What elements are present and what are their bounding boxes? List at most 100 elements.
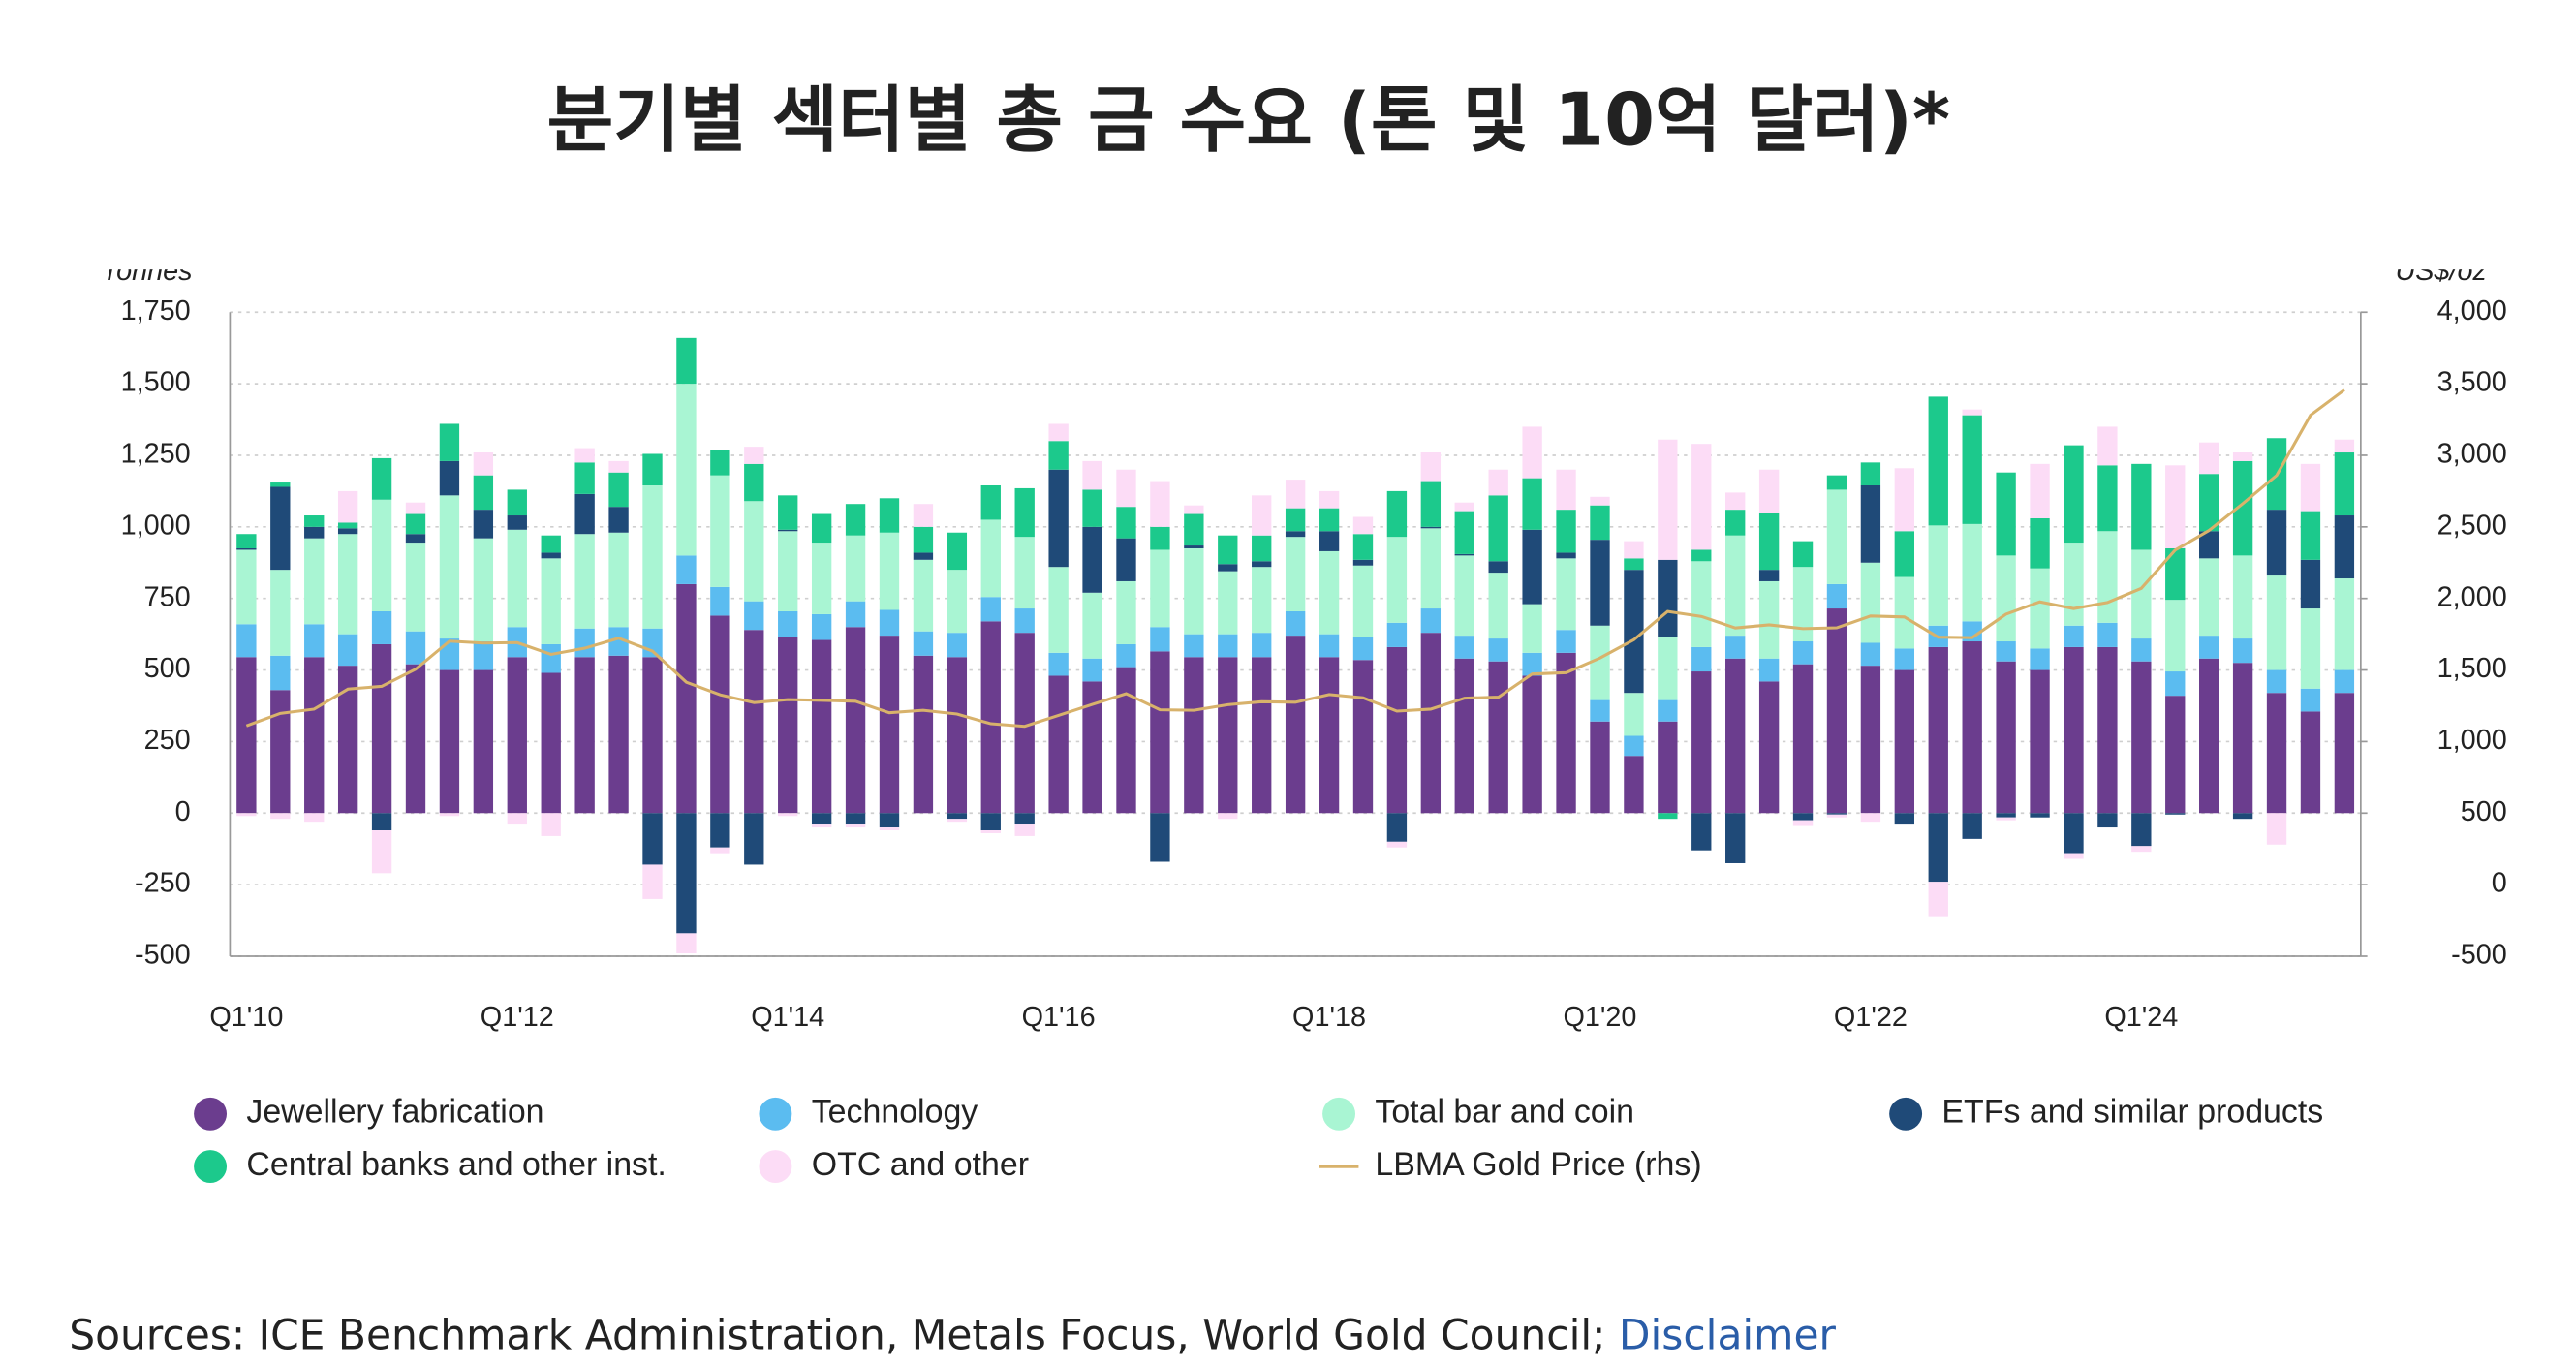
- bar-segment: [541, 672, 561, 814]
- bar-segment: [676, 813, 697, 934]
- bar-segment: [1962, 641, 1982, 814]
- bar-segment: [1590, 721, 1610, 814]
- bar-segment: [1624, 756, 1644, 814]
- bar-segment: [439, 813, 460, 817]
- bar-segment: [811, 543, 832, 614]
- bar-segment: [337, 634, 358, 667]
- bar-segment: [1758, 469, 1780, 513]
- bar-segment: [2165, 465, 2186, 548]
- y2-tick-label: 3,000: [2437, 439, 2507, 470]
- bar-segment: [304, 526, 325, 539]
- bar-segment: [1150, 627, 1170, 652]
- price-line: [245, 388, 2345, 729]
- bar-segment: [371, 457, 392, 500]
- bar-segment: [608, 472, 629, 508]
- disclaimer-link[interactable]: Disclaimer: [1619, 1311, 1837, 1358]
- bar-segment: [1792, 567, 1814, 642]
- bar-segment: [2131, 846, 2152, 853]
- bar-segment: [2097, 646, 2118, 814]
- bar-segment: [710, 450, 730, 476]
- bar-segment: [439, 638, 460, 670]
- bar-segment: [1454, 636, 1474, 659]
- bar-segment: [1116, 507, 1136, 539]
- bar-segment: [642, 813, 663, 865]
- bar-segment: [405, 513, 426, 535]
- x-tick-label: Q1'18: [1292, 1002, 1366, 1033]
- bar-segment: [980, 484, 1001, 520]
- bar-segment: [778, 813, 798, 817]
- bar-segment: [1928, 396, 1948, 526]
- y2-tick-label: 500: [2461, 796, 2507, 827]
- bar-segment: [1758, 681, 1780, 814]
- bar-segment: [1658, 559, 1678, 637]
- bar-segment: [778, 495, 798, 530]
- source-text: Sources: ICE Benchmark Administration, M…: [69, 1311, 1836, 1358]
- bar-segment: [1285, 508, 1306, 532]
- bar-segment: [1826, 489, 1847, 584]
- bar-segment: [2064, 813, 2084, 854]
- bar-segment: [1420, 528, 1442, 609]
- bar-segment: [676, 337, 697, 385]
- legend-label: Total bar and coin: [1375, 1094, 1634, 1131]
- bar-segment: [405, 631, 426, 665]
- bar-segment: [1386, 646, 1408, 814]
- bar-segment: [337, 666, 358, 814]
- bar-segment: [541, 813, 561, 836]
- bar-segment: [2165, 813, 2186, 815]
- bar-segment: [1556, 558, 1576, 631]
- bar-segment: [371, 813, 392, 831]
- legend-swatch: [194, 1150, 228, 1184]
- bar-segment: [405, 664, 426, 814]
- bar-segment: [2030, 813, 2050, 818]
- bar-segment: [1725, 636, 1746, 659]
- bar-segment: [2030, 517, 2050, 569]
- bar-segment: [304, 657, 325, 814]
- bar-segment: [2097, 813, 2118, 828]
- bar-segment: [1725, 492, 1746, 511]
- bar-segment: [811, 613, 832, 640]
- bar-segment: [811, 813, 832, 825]
- bar-segment: [1556, 652, 1576, 814]
- bar-segment: [371, 643, 392, 814]
- bar-segment: [1624, 735, 1644, 757]
- bar-segment: [1826, 475, 1847, 490]
- bar-segment: [1150, 813, 1170, 862]
- bar-segment: [1894, 576, 1915, 649]
- bar-segment: [1522, 478, 1542, 530]
- bar-segment: [270, 690, 291, 814]
- bar-segment: [236, 534, 257, 548]
- bar-segment: [1860, 562, 1881, 643]
- bar-segment: [2334, 693, 2355, 814]
- bar-segment: [980, 813, 1001, 831]
- bar-segment: [304, 813, 325, 823]
- bar-segment: [744, 813, 764, 865]
- bar-segment: [1996, 472, 2016, 556]
- bar-segment: [574, 534, 595, 629]
- bar-segment: [1048, 441, 1069, 470]
- bar-segment: [608, 507, 629, 533]
- legend-label: Jewellery fabrication: [246, 1094, 543, 1131]
- bar-segment: [507, 529, 527, 628]
- bar-segment: [1420, 633, 1442, 814]
- bar-segment: [879, 827, 900, 831]
- bar-segment: [2131, 813, 2152, 847]
- bar-segment: [1116, 643, 1136, 668]
- bar-segment: [710, 586, 730, 616]
- bar-segment: [1962, 813, 1982, 839]
- bar-segment: [1184, 634, 1204, 658]
- bar-segment: [608, 655, 629, 814]
- bar-segment: [913, 559, 934, 632]
- bar-segment: [1826, 813, 1847, 815]
- bar-segment: [2266, 575, 2287, 670]
- bar-segment: [1792, 641, 1814, 665]
- bar-segment: [1352, 637, 1374, 661]
- bar-segment: [574, 493, 595, 535]
- bar-segment: [2334, 439, 2355, 453]
- x-tick-label: Q1'10: [209, 1002, 283, 1033]
- bar-segment: [1792, 820, 1814, 826]
- y-tick-label: 250: [144, 725, 191, 756]
- bar-segment: [778, 637, 798, 814]
- bar-segment: [541, 552, 561, 559]
- legend-label: Central banks and other inst.: [246, 1146, 667, 1183]
- bar-segment: [1454, 511, 1474, 554]
